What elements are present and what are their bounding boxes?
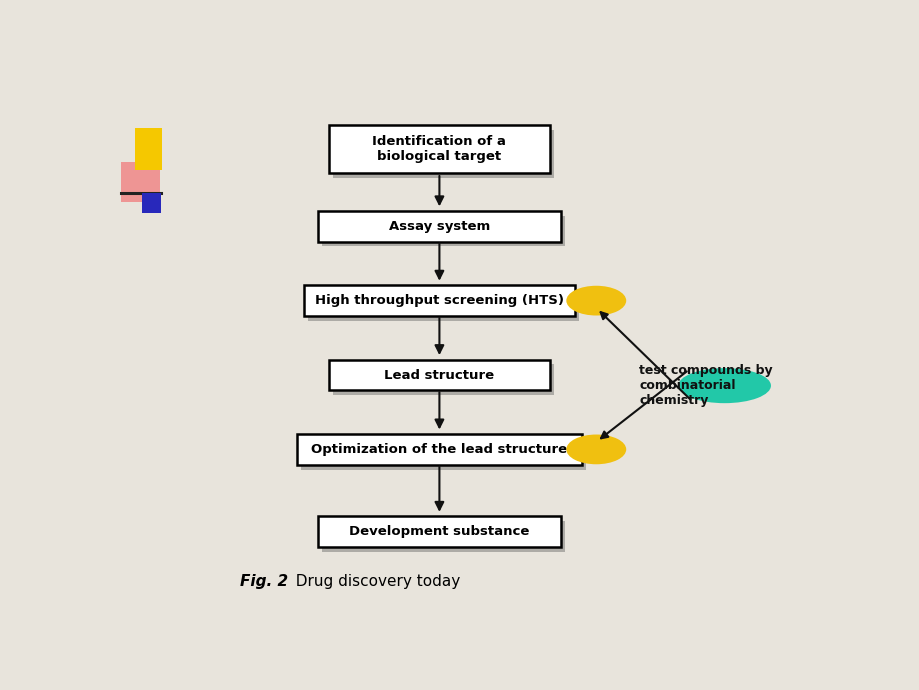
FancyBboxPatch shape [120,163,160,202]
FancyBboxPatch shape [301,439,585,470]
Text: Fig. 2: Fig. 2 [240,573,288,589]
Text: Optimization of the lead structure: Optimization of the lead structure [311,443,567,456]
Text: Drug discovery today: Drug discovery today [286,573,460,589]
FancyBboxPatch shape [318,211,560,241]
FancyBboxPatch shape [318,516,560,547]
Ellipse shape [566,435,626,464]
FancyBboxPatch shape [329,359,550,391]
Text: test compounds by
combinatorial
chemistry: test compounds by combinatorial chemistr… [639,364,772,407]
FancyBboxPatch shape [297,434,582,465]
FancyBboxPatch shape [323,521,564,552]
Text: Development substance: Development substance [349,525,529,538]
Text: High throughput screening (HTS): High throughput screening (HTS) [314,294,563,307]
Text: Assay system: Assay system [389,219,490,233]
FancyBboxPatch shape [329,126,550,173]
FancyBboxPatch shape [308,290,579,321]
FancyBboxPatch shape [303,285,574,316]
FancyBboxPatch shape [323,215,564,246]
FancyBboxPatch shape [333,130,553,178]
FancyBboxPatch shape [135,128,162,170]
Ellipse shape [677,368,770,403]
Text: Lead structure: Lead structure [384,368,494,382]
FancyBboxPatch shape [142,193,161,213]
FancyBboxPatch shape [333,364,553,395]
Text: Identification of a
biological target: Identification of a biological target [372,135,505,164]
Ellipse shape [566,286,626,315]
